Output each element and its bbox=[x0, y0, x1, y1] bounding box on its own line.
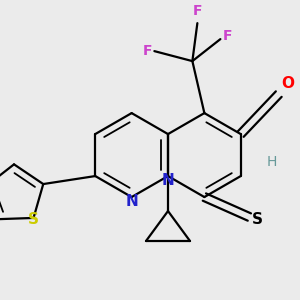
Text: N: N bbox=[125, 194, 138, 208]
Text: F: F bbox=[193, 4, 202, 18]
Text: S: S bbox=[28, 212, 39, 227]
Text: H: H bbox=[267, 155, 277, 169]
Text: S: S bbox=[252, 212, 263, 226]
Text: O: O bbox=[282, 76, 295, 91]
Text: F: F bbox=[143, 44, 152, 58]
Text: F: F bbox=[222, 29, 232, 43]
Text: N: N bbox=[162, 172, 174, 188]
